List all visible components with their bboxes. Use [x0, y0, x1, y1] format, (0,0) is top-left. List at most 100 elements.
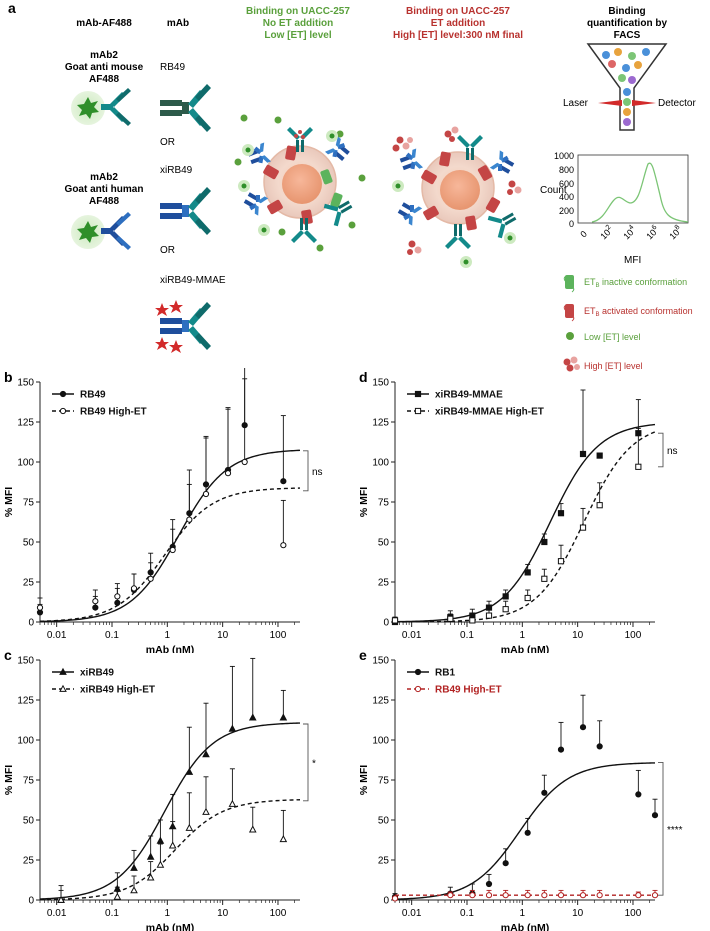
data-point	[114, 593, 121, 600]
data-point	[557, 558, 565, 565]
data-point	[447, 615, 454, 622]
y-tick-label: 150	[372, 378, 389, 389]
data-point	[485, 880, 493, 888]
y-tick-label: 75	[378, 776, 390, 787]
data-point	[241, 458, 248, 466]
legend-label: RB49 High-ET	[80, 407, 147, 418]
legend-marker	[59, 407, 67, 415]
y-tick-label: 25	[23, 856, 35, 867]
data-point	[280, 542, 287, 549]
data-point	[130, 585, 138, 592]
legend-low-et: Low [ET] level	[584, 332, 641, 342]
y-tick-label: 0	[383, 896, 389, 907]
legend-marker	[414, 685, 422, 693]
cell-high-et-icon	[392, 126, 522, 268]
chart-panel-e: e 0 25 50 75 100 125 150 0.01 0.1 1 10 100 mAb (nM) % …	[358, 647, 683, 931]
xirb49-mmae-antibody-icon	[155, 300, 211, 353]
x-axis-label: mAb (nM)	[146, 644, 194, 653]
legend-marker	[414, 390, 422, 398]
x-tick-label: 0.01	[47, 908, 67, 919]
data-point	[502, 593, 509, 600]
data-point	[469, 892, 476, 899]
panel-a-letter: a	[8, 0, 16, 16]
data-point	[130, 863, 138, 871]
data-point	[391, 895, 399, 902]
cell-low-et-icon	[234, 114, 366, 252]
header-mab-af488: mAb-AF488	[76, 18, 132, 29]
x-axis-label: mAb (nM)	[501, 922, 549, 931]
significance-label: ****	[667, 825, 683, 836]
x-tick-label: 0.1	[460, 630, 474, 641]
secondary1-line3: AF488	[89, 74, 119, 85]
data-point	[579, 524, 587, 531]
data-point	[202, 807, 210, 815]
y-tick-label: 125	[372, 418, 389, 429]
mmae-payload-icon	[155, 300, 183, 353]
data-point	[524, 569, 531, 576]
header-high-et-line1: Binding on UACC-257	[406, 6, 510, 17]
or-label-1: OR	[160, 137, 175, 148]
data-point	[248, 825, 257, 833]
data-point	[92, 598, 99, 605]
facs-ytick: 1000	[554, 151, 574, 161]
fit-curve-control	[394, 423, 656, 623]
header-low-et-line3: Low [ET] level	[264, 30, 331, 41]
panel-letter: e	[359, 647, 367, 663]
antibody-rb49-label: RB49	[160, 62, 185, 73]
x-tick-label: 0.01	[47, 630, 67, 641]
panel-letter: b	[4, 369, 13, 385]
data-point	[651, 812, 659, 819]
x-tick-label: 100	[270, 630, 287, 641]
legend-label: xiRB49-MMAE	[435, 390, 503, 401]
x-axis-label: mAb (nM)	[146, 922, 194, 931]
x-tick-label: 1	[520, 908, 526, 919]
legend-marker	[59, 684, 67, 692]
legend-high-et: High [ET] level	[584, 361, 643, 371]
y-tick-label: 25	[378, 856, 390, 867]
x-tick-label: 10	[572, 630, 584, 641]
y-tick-label: 25	[378, 578, 390, 589]
header-facs-line3: FACS	[614, 30, 641, 41]
significance-label: ns	[667, 446, 678, 457]
facs-xtick: 108	[667, 224, 685, 242]
y-tick-label: 0	[383, 618, 389, 629]
data-point	[579, 892, 587, 899]
data-point	[524, 594, 531, 602]
low-et-dot-icon	[566, 332, 574, 340]
data-point	[557, 892, 565, 899]
y-tick-label: 100	[17, 736, 34, 747]
data-point	[156, 836, 165, 844]
y-tick-label: 150	[372, 656, 389, 667]
legend-label: xiRB49	[80, 668, 114, 679]
data-point	[202, 750, 210, 758]
detector-label: Detector	[658, 98, 696, 109]
x-tick-label: 0.1	[460, 908, 474, 919]
secondary-antibody-mouse-icon	[71, 88, 131, 126]
data-point	[447, 892, 454, 899]
legend-marker	[59, 667, 67, 675]
facs-histogram: 1000 800 600 400 200 0 Count 0 102 104 1…	[540, 151, 689, 266]
y-tick-label: 50	[378, 538, 390, 549]
data-point	[202, 490, 210, 498]
legend-label: RB49 High-ET	[435, 685, 502, 696]
x-tick-label: 1	[165, 630, 171, 641]
data-point	[596, 502, 603, 509]
data-point	[635, 892, 642, 899]
x-tick-label: 0.01	[402, 908, 422, 919]
data-point	[541, 789, 548, 796]
data-point	[248, 713, 257, 721]
y-tick-label: 125	[372, 696, 389, 707]
schematic-legend: ETB inactive conformation ETB activated …	[563, 275, 693, 342]
facs-ytick: 400	[559, 192, 574, 202]
header-low-et-line2: No ET addition	[263, 18, 334, 29]
data-point	[146, 873, 155, 881]
x-tick-label: 10	[217, 630, 229, 641]
fit-curve-high-et	[395, 431, 656, 623]
x-tick-label: 0.01	[402, 630, 422, 641]
facs-ytick: 800	[559, 165, 574, 175]
data-point	[485, 612, 493, 619]
x-tick-label: 1	[520, 630, 526, 641]
legend-marker	[414, 668, 422, 676]
y-tick-label: 75	[378, 498, 390, 509]
antibody-xirb49-label: xiRB49	[160, 165, 193, 176]
